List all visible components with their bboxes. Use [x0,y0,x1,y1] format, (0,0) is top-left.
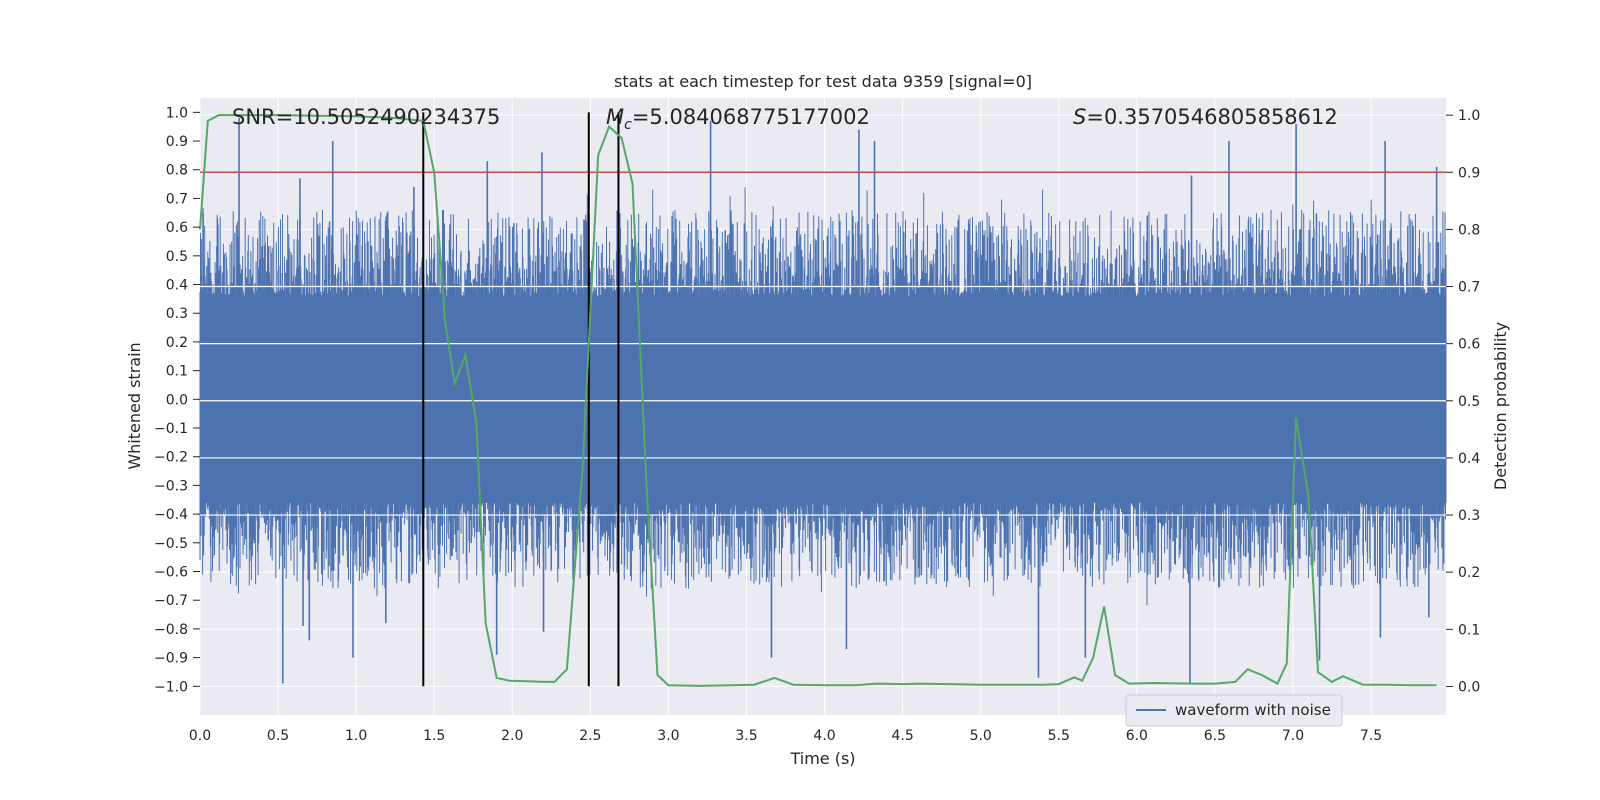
y-right-tick-label: 0.7 [1458,280,1480,296]
y-left-tick-label: 0.1 [166,364,188,380]
y-left-tick-label: −0.4 [154,507,188,523]
y-left-tick-label: −0.7 [154,593,188,609]
x-axis-label: Time (s) [789,749,855,768]
marker-lines [422,112,620,687]
y-left-tick-label: −0.8 [154,622,188,638]
probability-line [199,114,1437,687]
legend: waveform with noise [1125,694,1343,727]
y-right-tick-label: 0.5 [1458,394,1480,410]
y-left-tick-label: 0.8 [166,163,188,179]
s-annotation: S=0.3570546805858612 [1073,105,1338,129]
y-right-tick-label: 1.0 [1458,108,1480,124]
x-tick-label: 6.0 [1126,728,1148,744]
legend-box [1125,694,1343,727]
x-tick-label: 4.5 [891,728,913,744]
y-right-tick-label: 0.8 [1458,222,1480,238]
x-tick-label: 3.0 [657,728,679,744]
y-right-tick-label: 0.1 [1458,622,1480,638]
x-tick-label: 0.5 [267,728,289,744]
y-right-axis-label: Detection probability [1491,322,1510,490]
y-right-tick-label: 0.6 [1458,337,1480,353]
y-left-tick-label: −0.6 [154,565,188,581]
chirp-mass-annotation: Mc=5.084068775177002 [606,105,870,133]
y-left-axis-ticks: 1.0 0.9 0.8 0.7 0.6 0.5 0.4 0.3 0.2 0.1 0.0 −0.1 −0.… [154,105,200,695]
x-tick-label: 2.5 [579,728,601,744]
y-left-tick-label: 1.0 [166,105,188,121]
y-left-tick-label: 0.3 [166,306,188,322]
y-left-tick-label: 0.4 [166,278,188,294]
chirp-mass-symbol: M [606,105,624,129]
chirp-mass-value: =5.084068775177002 [632,105,870,129]
y-right-tick-label: 0.2 [1458,565,1480,581]
chart-title: stats at each timestep for test data 935… [614,72,1032,91]
y-left-tick-label: 0.5 [166,249,188,265]
y-left-tick-label: −0.9 [154,651,188,667]
chirp-mass-subscript: c [624,117,632,133]
y-left-tick-label: 0.2 [166,335,188,351]
snr-annotation: SNR=10.5052490234375 [232,105,500,129]
y-left-tick-label: 0.6 [166,220,188,236]
y-left-tick-label: 0.9 [166,134,188,150]
y-right-tick-label: 0.9 [1458,165,1480,181]
s-symbol: S [1073,105,1086,129]
x-tick-label: 1.5 [423,728,445,744]
legend-label: waveform with noise [1175,701,1331,719]
x-tick-label: 2.0 [501,728,523,744]
x-tick-label: 6.5 [1204,728,1226,744]
y-left-tick-label: −0.1 [154,421,188,437]
x-tick-label: 5.5 [1048,728,1070,744]
waveform-core-band [200,296,1446,503]
y-right-axis-ticks: 1.0 0.9 0.8 0.7 0.6 0.5 0.4 0.3 0.2 0.1 0.0 [1446,108,1480,695]
x-tick-label: 7.0 [1282,728,1304,744]
x-tick-label: 0.0 [189,728,211,744]
x-tick-label: 1.0 [345,728,367,744]
y-left-tick-label: 0.0 [166,392,188,408]
y-left-tick-label: 0.7 [166,191,188,207]
y-left-tick-label: −1.0 [154,679,188,695]
waveform-series [199,118,1447,684]
y-right-tick-label: 0.4 [1458,451,1480,467]
x-tick-label: 4.0 [813,728,835,744]
y-left-axis-label: Whitened strain [125,342,144,469]
x-tick-label: 7.5 [1360,728,1382,744]
x-axis-ticks: 0.0 0.5 1.0 1.5 2.0 2.5 3.0 3.5 4.0 4.5 5.0 5.5 6.0 6… [189,728,1382,744]
x-tick-label: 5.0 [970,728,992,744]
y-right-tick-label: 0.0 [1458,679,1480,695]
y-right-tick-label: 0.3 [1458,508,1480,524]
s-value: =0.3570546805858612 [1086,105,1337,129]
y-left-tick-label: −0.2 [154,450,188,466]
x-tick-label: 3.5 [735,728,757,744]
y-left-tick-label: −0.3 [154,478,188,494]
y-left-tick-label: −0.5 [154,536,188,552]
